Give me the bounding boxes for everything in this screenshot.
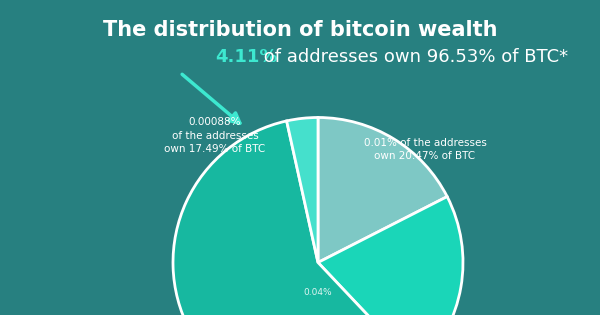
Text: 0.04%: 0.04% — [304, 288, 332, 297]
Text: 4.11%: 4.11% — [215, 48, 277, 66]
Text: 0.00088%
of the addresses
own 17.49% of BTC: 0.00088% of the addresses own 17.49% of … — [164, 117, 266, 154]
Wedge shape — [173, 121, 418, 315]
Text: of addresses own 96.53% of BTC*: of addresses own 96.53% of BTC* — [258, 48, 568, 66]
Wedge shape — [287, 117, 318, 262]
Wedge shape — [318, 197, 463, 315]
Wedge shape — [318, 117, 447, 262]
Text: 0.01% of the addresses
own 20.47% of BTC: 0.01% of the addresses own 20.47% of BTC — [364, 138, 487, 161]
Text: The distribution of bitcoin wealth: The distribution of bitcoin wealth — [103, 20, 497, 39]
